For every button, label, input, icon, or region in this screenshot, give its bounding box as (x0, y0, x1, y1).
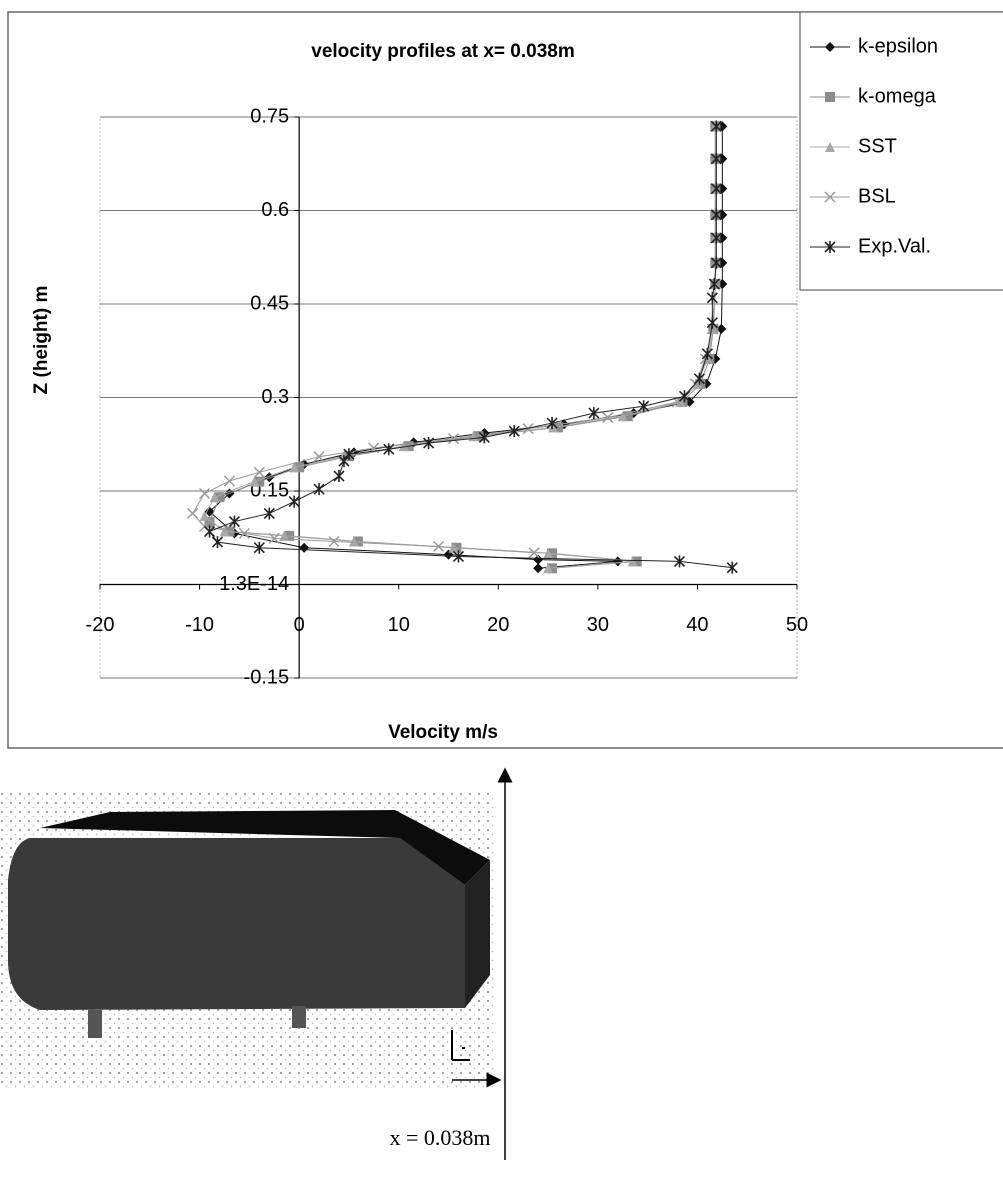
vehicle-support (88, 1010, 102, 1038)
y-tick-label: 0.75 (250, 105, 289, 127)
y-axis-title: Z (height) m (31, 286, 52, 395)
chart-title: velocity profiles at x= 0.038m (311, 41, 575, 62)
vehicle-illustration: x = 0.038m (0, 775, 505, 1160)
legend-label: Exp.Val. (858, 235, 931, 257)
legend-label: k-omega (858, 85, 937, 107)
x-tick-label: 30 (587, 614, 609, 636)
legend-label: BSL (858, 185, 896, 207)
vehicle-body (8, 838, 465, 1010)
y-tick-label: 0.45 (250, 292, 289, 314)
x-axis-title: Velocity m/s (388, 722, 498, 743)
y-tick-label: -0.15 (244, 666, 290, 688)
x-tick-label: -20 (86, 614, 115, 636)
x-tick-label: 10 (388, 614, 410, 636)
x-tick-label: 40 (686, 614, 708, 636)
x-tick-label: 20 (487, 614, 509, 636)
legend: k-epsilon k-omega SST BSL Exp.Val. (800, 12, 1003, 290)
figure: velocity profiles at x= 0.038m Velocity … (0, 0, 1003, 1196)
vehicle-support (292, 1006, 306, 1028)
y-tick-label: 1.3E-14 (219, 573, 289, 595)
legend-label: k-epsilon (858, 35, 938, 57)
legend-label: SST (858, 135, 897, 157)
page: velocity profiles at x= 0.038m Velocity … (0, 0, 1003, 1196)
y-tick-label: 0.6 (261, 199, 289, 221)
position-caption: x = 0.038m (389, 1125, 490, 1150)
y-tick-label: 0.3 (261, 386, 289, 408)
x-tick-label: -10 (185, 614, 214, 636)
x-tick-label: 50 (786, 614, 808, 636)
marker-square (825, 92, 835, 102)
